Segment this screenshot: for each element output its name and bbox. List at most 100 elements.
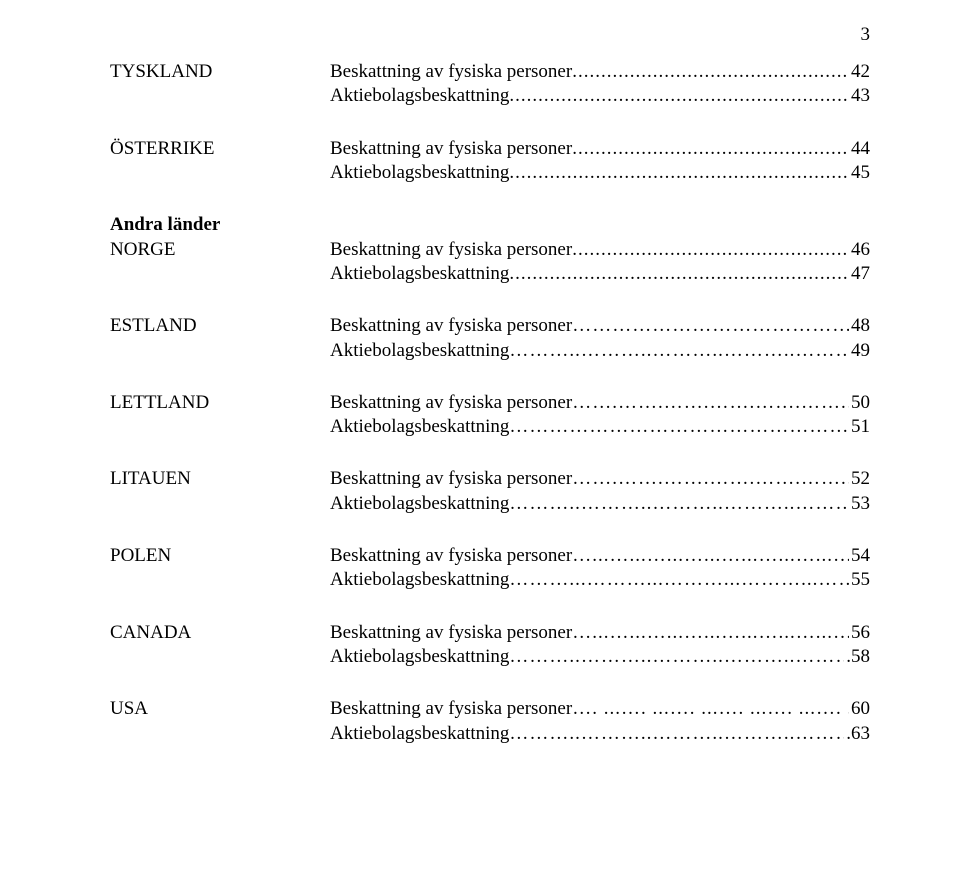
leader-dots: ........................................…	[572, 238, 849, 262]
leader-dots: ……………………………………………………………………………………………………………	[509, 415, 849, 439]
entry-text: Beskattning av fysiska personer	[330, 60, 572, 84]
entry-page: .63	[844, 722, 870, 746]
toc-row: Andra länder	[110, 213, 870, 237]
entry-text: Aktiebolagsbeskattning	[330, 161, 509, 185]
toc-row: USABeskattning av fysiska personer…. ...…	[110, 697, 870, 721]
toc-row: Aktiebolagsbeskattning..................…	[110, 84, 870, 108]
toc-group: Andra länderNORGEBeskattning av fysiska …	[110, 213, 870, 286]
entry-text: Beskattning av fysiska personer	[330, 621, 572, 645]
toc-entry: Aktiebolagsbeskattning………..………..………..…………	[330, 722, 870, 746]
leader-dots: ........................................…	[509, 84, 849, 108]
leader-dots: ………...………...………...………...………...………...……….…	[509, 568, 849, 592]
table-of-contents: TYSKLANDBeskattning av fysiska personer.…	[110, 60, 870, 746]
entry-text: Beskattning av fysiska personer	[330, 137, 572, 161]
toc-entry: Aktiebolagsbeskattning..................…	[330, 161, 870, 185]
page-number: 3	[861, 24, 871, 46]
toc-entry: Aktiebolagsbeskattning………..………..………..…………	[330, 339, 870, 363]
toc-row: POLENBeskattning av fysiska personer…...…	[110, 544, 870, 568]
toc-row: LETTLANDBeskattning av fysiska personer……	[110, 391, 870, 415]
toc-group: ESTLANDBeskattning av fysiska personer………	[110, 314, 870, 363]
leader-dots: …...…...…...…...…...…...…...…...…...…...…	[572, 621, 849, 645]
entry-page: 56	[849, 621, 870, 645]
entry-text: Beskattning av fysiska personer	[330, 391, 572, 415]
leader-dots: ………..………..………..………..………..………..………..………..…	[509, 339, 849, 363]
country-label: USA	[110, 697, 330, 721]
toc-row: CANADABeskattning av fysiska personer…..…	[110, 621, 870, 645]
leader-dots: …...…...…...…...…...…...…...…...…...…...…	[572, 544, 849, 568]
toc-group: CANADABeskattning av fysiska personer…..…	[110, 621, 870, 670]
toc-entry: Beskattning av fysiska personer.........…	[330, 137, 870, 161]
toc-entry: Aktiebolagsbeskattning………..………..………..…………	[330, 645, 870, 669]
entry-page: 44	[849, 137, 870, 161]
toc-entry: Aktiebolagsbeskattning………...………...………...…	[330, 568, 870, 592]
toc-entry: Beskattning av fysiska personer…...…...……	[330, 621, 870, 645]
toc-entry: Aktiebolagsbeskattning..................…	[330, 262, 870, 286]
leader-dots: …….…….…….…….…….…….…….…….…….…….…….…….…….……	[572, 391, 849, 415]
entry-text: Aktiebolagsbeskattning	[330, 645, 509, 669]
leader-dots: …. ...…. ...…. ...…. ...…. ...…. ...…. .…	[572, 697, 849, 721]
toc-row: Aktiebolagsbeskattning………..………..………..…………	[110, 645, 870, 669]
toc-row: Aktiebolagsbeskattning………..………..………..…………	[110, 722, 870, 746]
entry-page: 48	[849, 314, 870, 338]
toc-row: Aktiebolagsbeskattning..................…	[110, 161, 870, 185]
toc-group: LETTLANDBeskattning av fysiska personer……	[110, 391, 870, 440]
entry-page: 45	[849, 161, 870, 185]
entry-page: 52	[849, 467, 870, 491]
toc-entry: Beskattning av fysiska personer.........…	[330, 238, 870, 262]
toc-group: ÖSTERRIKEBeskattning av fysiska personer…	[110, 137, 870, 186]
leader-dots: ........................................…	[572, 137, 849, 161]
toc-row: Aktiebolagsbeskattning………...………...………...…	[110, 568, 870, 592]
leader-dots: ………..………..………..………..………..………..………..………..…	[509, 492, 849, 516]
toc-row: Aktiebolagsbeskattning..................…	[110, 262, 870, 286]
toc-entry: Beskattning av fysiska personer…...…...……	[330, 544, 870, 568]
toc-entry: Aktiebolagsbeskattning………..………..………..…………	[330, 492, 870, 516]
toc-group: TYSKLANDBeskattning av fysiska personer.…	[110, 60, 870, 109]
entry-page: 49	[849, 339, 870, 363]
toc-row: Aktiebolagsbeskattning…………………………………………………	[110, 415, 870, 439]
entry-page: 55	[849, 568, 870, 592]
leader-dots: ........................................…	[509, 161, 849, 185]
toc-entry: Aktiebolagsbeskattning…………………………………………………	[330, 415, 870, 439]
toc-row: LITAUENBeskattning av fysiska personer………	[110, 467, 870, 491]
entry-page: 50	[849, 391, 870, 415]
toc-entry: Beskattning av fysiska personer…. ...…. …	[330, 697, 870, 721]
country-label: CANADA	[110, 621, 330, 645]
toc-group: USABeskattning av fysiska personer…. ...…	[110, 697, 870, 746]
leader-dots: ........................................…	[572, 60, 849, 84]
entry-text: Beskattning av fysiska personer	[330, 314, 572, 338]
entry-text: Beskattning av fysiska personer	[330, 238, 572, 262]
toc-group: LITAUENBeskattning av fysiska personer………	[110, 467, 870, 516]
entry-text: Aktiebolagsbeskattning	[330, 722, 509, 746]
toc-entry: Beskattning av fysiska personer.........…	[330, 60, 870, 84]
toc-row: ÖSTERRIKEBeskattning av fysiska personer…	[110, 137, 870, 161]
toc-group: POLENBeskattning av fysiska personer…...…	[110, 544, 870, 593]
toc-row: NORGEBeskattning av fysiska personer....…	[110, 238, 870, 262]
leader-dots: …….…….…….…….…….…….…….…….…….…….…….…….…….……	[572, 467, 849, 491]
country-label: ESTLAND	[110, 314, 330, 338]
toc-entry: Aktiebolagsbeskattning..................…	[330, 84, 870, 108]
toc-row: Aktiebolagsbeskattning………..………..………..…………	[110, 492, 870, 516]
country-label: POLEN	[110, 544, 330, 568]
leader-dots: ………..………..………..………..………..………..………..………..…	[509, 645, 844, 669]
leader-dots: …………………………………………………………………………………………………………	[572, 314, 849, 338]
entry-text: Aktiebolagsbeskattning	[330, 492, 509, 516]
entry-page: 42	[849, 60, 870, 84]
toc-row: TYSKLANDBeskattning av fysiska personer.…	[110, 60, 870, 84]
entry-text: Aktiebolagsbeskattning	[330, 568, 509, 592]
country-label: TYSKLAND	[110, 60, 330, 84]
entry-text: Beskattning av fysiska personer	[330, 697, 572, 721]
entry-page: 53	[849, 492, 870, 516]
section-heading: Andra länder	[110, 213, 330, 237]
entry-page: 60	[849, 697, 870, 721]
country-label: LETTLAND	[110, 391, 330, 415]
entry-page: 51	[849, 415, 870, 439]
toc-entry: Beskattning av fysiska personer…………………………	[330, 314, 870, 338]
leader-dots: ........................................…	[509, 262, 849, 286]
toc-row: ESTLANDBeskattning av fysiska personer………	[110, 314, 870, 338]
entry-page: 46	[849, 238, 870, 262]
entry-text: Aktiebolagsbeskattning	[330, 339, 509, 363]
country-label: NORGE	[110, 238, 330, 262]
country-label: ÖSTERRIKE	[110, 137, 330, 161]
leader-dots: ………..………..………..………..………..………..………..………..…	[509, 722, 844, 746]
country-label: LITAUEN	[110, 467, 330, 491]
